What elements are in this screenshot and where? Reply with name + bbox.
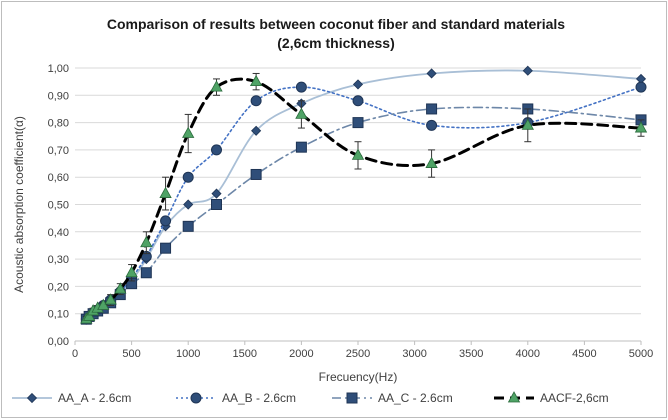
x-tick-label: 500 — [122, 348, 140, 360]
legend-label: AA_A - 2.6cm — [58, 391, 131, 405]
legend-marker — [507, 391, 521, 403]
x-tick-label: 5000 — [629, 348, 653, 360]
circle-marker — [250, 95, 262, 107]
legend-marker — [346, 392, 358, 404]
x-tick-label: 1500 — [233, 348, 257, 360]
legend-label: AA_C - 2.6cm — [378, 391, 453, 405]
legend-item: AA_B - 2.6cm — [176, 391, 296, 405]
y-tick-label: 0,00 — [48, 336, 69, 348]
square-marker — [352, 117, 364, 129]
chart-subtitle: (2,6cm thickness) — [277, 35, 395, 51]
diamond-marker — [352, 79, 364, 90]
square-marker — [160, 242, 172, 254]
circle-marker — [352, 95, 364, 107]
y-tick-label: 0,70 — [48, 145, 69, 157]
x-tick-label: 1000 — [176, 348, 200, 360]
y-tick-label: 0,10 — [48, 309, 69, 321]
triangle-series — [80, 72, 648, 324]
y-tick-label: 0,30 — [48, 254, 69, 266]
y-tick-label: 0,50 — [48, 200, 69, 212]
square-marker — [211, 199, 222, 210]
triangle-marker — [104, 293, 117, 305]
x-tick-label: 4000 — [516, 348, 540, 360]
triangle-marker — [521, 118, 534, 130]
legend-marker — [190, 392, 202, 404]
triangle-marker — [125, 265, 138, 278]
square-marker — [182, 220, 194, 232]
legend-item: AA_A - 2.6cm — [12, 391, 131, 405]
x-tick-label: 2000 — [289, 348, 313, 360]
triangle-marker — [182, 126, 195, 138]
legend-label: AACF-2,6cm — [540, 391, 609, 405]
chart-title: Comparison of results between coconut fi… — [106, 16, 566, 32]
triangle-marker — [425, 156, 438, 168]
triangle-marker — [351, 148, 365, 160]
y-tick-label: 0,80 — [48, 118, 69, 130]
x-tick-label: 3000 — [402, 348, 426, 360]
circle-marker — [211, 144, 222, 156]
square-marker — [295, 141, 307, 153]
triangle-marker — [114, 282, 127, 294]
square-marker — [426, 103, 438, 115]
legend-item: AACF-2,6cm — [494, 391, 609, 405]
legend-marker — [26, 392, 38, 404]
diamond-marker — [211, 188, 222, 199]
square-marker — [140, 267, 152, 279]
triangle-marker — [97, 298, 110, 310]
x-tick-label: 3500 — [459, 348, 483, 360]
square-series — [80, 103, 647, 325]
triangle-marker — [210, 80, 223, 92]
circle-marker — [635, 81, 647, 93]
x-tick-label: 4500 — [572, 348, 596, 360]
y-tick-label: 0,60 — [48, 172, 69, 184]
triangle-marker — [249, 74, 263, 87]
x-tick-label: 0 — [72, 348, 78, 360]
diamond-marker — [522, 65, 533, 76]
triangle-marker — [82, 309, 96, 321]
circle-marker — [295, 81, 307, 93]
circle-marker — [160, 215, 172, 227]
triangle-marker — [159, 186, 172, 198]
square-marker — [250, 168, 262, 180]
y-axis-label: Acoustic absorption coefficient(α) — [12, 116, 26, 293]
legend-item: AA_C - 2.6cm — [332, 391, 453, 405]
y-tick-label: 0,90 — [48, 90, 69, 102]
x-axis-label: Frecuency(Hz) — [319, 370, 398, 384]
diamond-marker — [183, 199, 194, 210]
triangle-marker — [140, 235, 153, 248]
x-tick-label: 2500 — [346, 348, 370, 360]
triangle-marker — [295, 107, 308, 119]
circle-marker — [182, 171, 194, 183]
circle-marker — [426, 119, 438, 131]
y-tick-label: 0,40 — [48, 227, 69, 239]
diamond-marker — [251, 125, 262, 136]
triangle-marker — [634, 121, 648, 133]
y-tick-label: 0,20 — [48, 281, 69, 293]
diamond-marker — [426, 68, 437, 79]
legend-label: AA_B - 2.6cm — [222, 391, 296, 405]
y-tick-label: 1,00 — [48, 63, 69, 75]
